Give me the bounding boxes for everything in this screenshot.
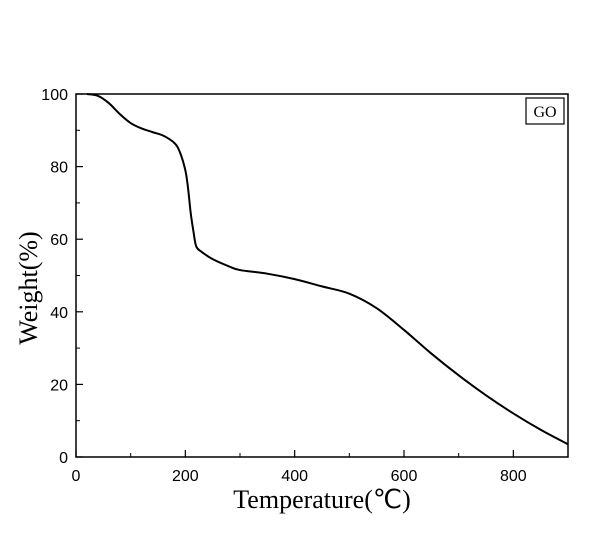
x-tick-label: 600 [391,468,418,485]
x-tick-label: 800 [500,468,527,485]
legend-box [525,97,565,125]
y-tick-label: 0 [59,450,68,467]
y-tick-label: 20 [50,377,68,394]
y-tick-label: 40 [50,305,68,322]
legend-label-go: GO [533,104,556,121]
y-axis-title: Weight(%) [14,231,43,344]
legend: GO [525,97,565,125]
series-line-go [86,93,569,446]
y-tick-label: 80 [50,160,68,177]
x-tick-label: 0 [72,468,81,485]
y-tick-label: 100 [41,87,68,104]
y-tick-label: 60 [50,232,68,249]
plot-frame [75,93,569,458]
x-tick-label: 400 [281,468,308,485]
ticks-layer [75,93,514,458]
x-tick-label: 200 [172,468,199,485]
x-axis-title: Temperature(℃) [233,485,411,514]
tick-labels-layer: 0 200 400 600 800 0 20 40 60 80 100 [41,87,526,485]
